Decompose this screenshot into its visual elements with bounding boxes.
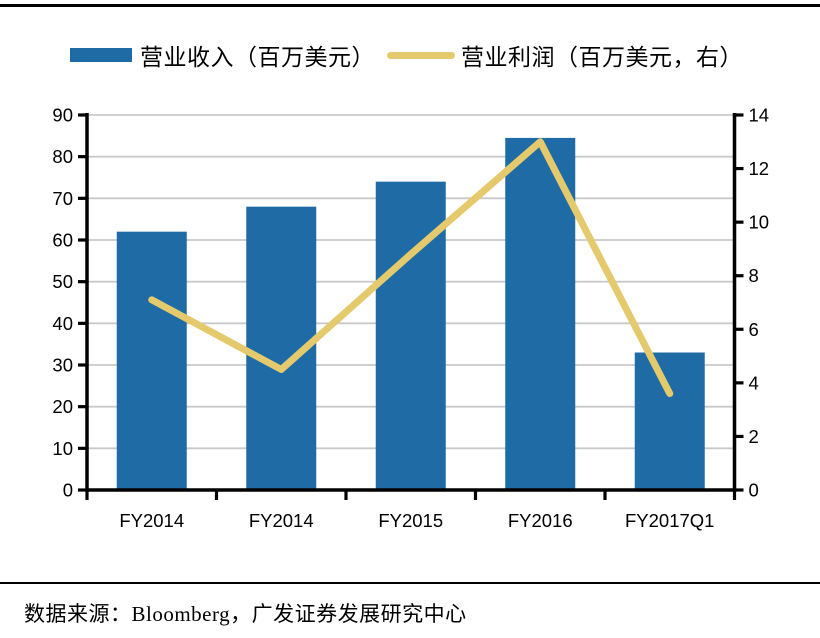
x-axis-category-label: FY2016 xyxy=(508,510,573,531)
legend-item-revenue-label: 营业收入（百万美元） xyxy=(140,45,375,70)
left-axis-tick-label: 50 xyxy=(52,271,73,292)
data-source-text: 数据来源：Bloomberg，广发证券发展研究中心 xyxy=(24,602,467,626)
revenue-bar xyxy=(116,231,187,490)
right-axis-tick-label: 0 xyxy=(749,480,759,501)
left-axis-tick-label: 10 xyxy=(52,438,73,459)
x-axis-category-label: FY2014 xyxy=(249,510,314,531)
left-axis-tick-label: 0 xyxy=(63,480,73,501)
legend-item-revenue: 营业收入（百万美元） xyxy=(70,38,375,72)
left-axis-tick-label: 70 xyxy=(52,188,73,209)
top-border-line xyxy=(0,4,820,7)
right-axis-tick-label: 10 xyxy=(749,212,770,233)
legend-item-profit: 营业利润（百万美元，右） xyxy=(387,38,743,72)
left-axis-tick-label: 80 xyxy=(52,146,73,167)
x-axis-category-label: FY2017Q1 xyxy=(625,510,714,531)
profit-line xyxy=(148,138,674,398)
chart-legend: 营业收入（百万美元） 营业利润（百万美元，右） xyxy=(70,40,743,70)
right-axis-tick-label: 6 xyxy=(749,319,759,340)
left-axis-tick-label: 30 xyxy=(52,355,73,376)
right-axis-tick-label: 12 xyxy=(749,158,770,179)
left-axis-tick-label: 60 xyxy=(52,230,73,251)
x-axis-category-label: FY2014 xyxy=(119,510,184,531)
revenue-profit-combo-chart: 0 10 20 30 40 50 60 70 80 90 0 2 4 6 8 10 12 14 FY2014 FY20… xyxy=(52,105,770,532)
footer-divider-line xyxy=(0,582,820,584)
left-axis-tick-label: 20 xyxy=(52,396,73,417)
revenue-bar xyxy=(505,137,576,490)
right-axis-tick-label: 8 xyxy=(749,265,759,286)
profit-line-swatch-icon xyxy=(387,51,455,59)
right-axis-tick-label: 2 xyxy=(749,426,759,447)
left-axis-tick-label: 40 xyxy=(52,313,73,334)
x-axis-category-label: FY2015 xyxy=(378,510,443,531)
revenue-bar xyxy=(634,352,705,490)
right-axis-tick-label: 14 xyxy=(749,105,770,126)
left-axis-tick-label: 90 xyxy=(52,105,73,126)
right-axis-tick-label: 4 xyxy=(749,372,759,393)
legend-item-profit-label: 营业利润（百万美元，右） xyxy=(461,45,743,70)
revenue-bar xyxy=(375,181,446,490)
revenue-bar-swatch-icon xyxy=(70,48,132,62)
